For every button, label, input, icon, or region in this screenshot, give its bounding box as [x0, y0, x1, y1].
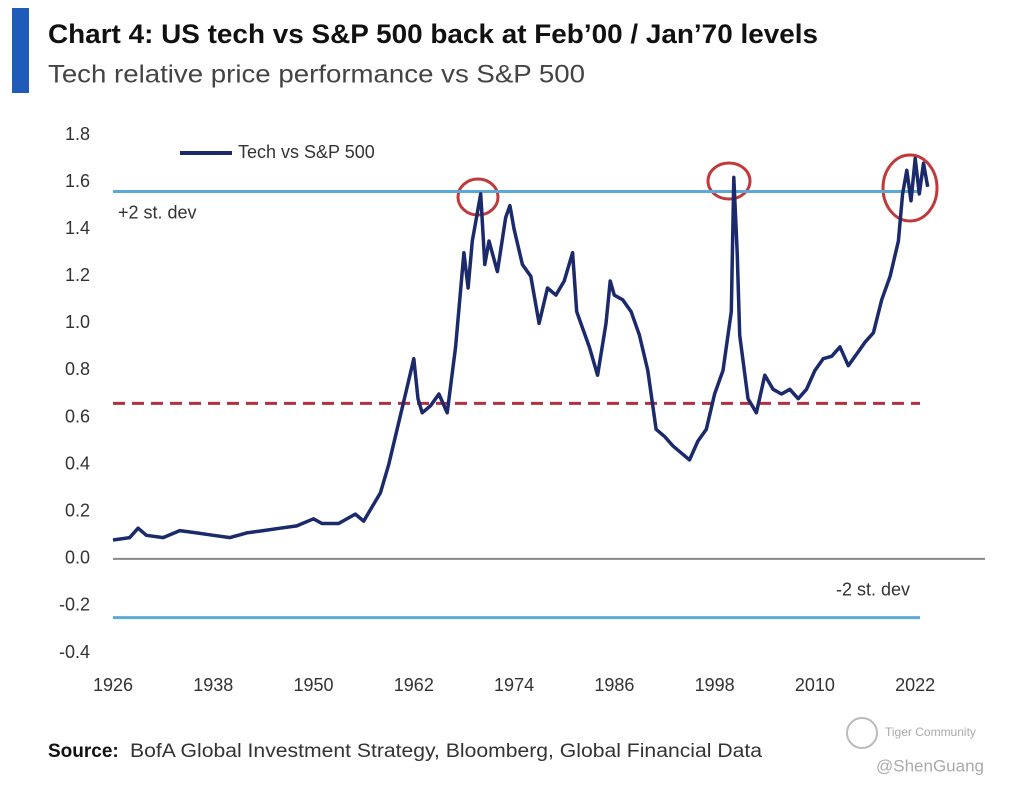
- chart-subtitle: Tech relative price performance vs S&P 5…: [48, 61, 585, 89]
- source: BofA Global Investment Strategy, Bloombe…: [130, 741, 762, 762]
- y-tick-label: 0.6: [65, 406, 90, 426]
- y-tick-label: 1.8: [65, 124, 90, 144]
- y-tick-label: -0.4: [59, 642, 90, 662]
- y-tick-label: 0.2: [65, 500, 90, 520]
- title-bar: [12, 8, 29, 93]
- x-tick-label: 2010: [795, 675, 835, 695]
- y-tick-label: 1.6: [65, 171, 90, 191]
- x-tick-label: 1950: [294, 675, 334, 695]
- watermark: Tiger Community: [885, 725, 976, 739]
- y-tick-label: -0.2: [59, 595, 90, 615]
- chart-title: Chart 4: US tech vs S&P 500 back at Feb’…: [48, 19, 818, 49]
- x-tick-label: 2022: [895, 675, 935, 695]
- y-tick-label: 0.8: [65, 359, 90, 379]
- y-tick-label: 0.0: [65, 548, 90, 568]
- x-tick-label: 1974: [494, 675, 534, 695]
- x-tick-label: 1938: [193, 675, 233, 695]
- y-tick-label: 0.4: [65, 453, 90, 473]
- legend-label: Tech vs S&P 500: [238, 142, 375, 162]
- highlight-circle: [706, 161, 752, 201]
- watermark: @ShenGuang: [876, 756, 984, 775]
- highlight-circle: [881, 153, 939, 223]
- series-line: [112, 156, 930, 542]
- x-tick-label: 1926: [93, 675, 133, 695]
- y-tick-label: 1.4: [65, 218, 90, 238]
- annotation-circles: [456, 153, 939, 223]
- x-tick-label: 1998: [695, 675, 735, 695]
- y-tick-label: 1.2: [65, 265, 90, 285]
- reference-label: +2 st. dev: [118, 202, 197, 222]
- x-tick-label: 1962: [394, 675, 434, 695]
- source-label: Source:: [48, 741, 119, 762]
- reference-label: -2 st. dev: [836, 579, 910, 599]
- watermark-icon: [846, 717, 878, 749]
- x-tick-label: 1986: [594, 675, 634, 695]
- y-tick-label: 1.0: [65, 312, 90, 332]
